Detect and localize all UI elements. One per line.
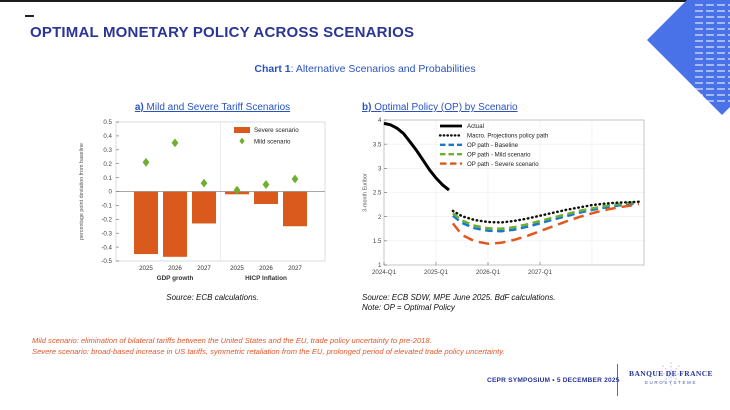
mild-scenario-note: Mild scenario: elimination of bilateral …	[32, 336, 432, 345]
svg-text:2027-Q1: 2027-Q1	[528, 269, 553, 276]
svg-text:Actual: Actual	[467, 123, 484, 130]
tariff-scenarios-bar-chart: 0.5 0.4 0.3 0.2 0.1 0 -0.1 -0.2 -0.3 -0.4 -0.5 2025…	[79, 119, 326, 282]
footer-divider	[617, 364, 618, 396]
bdf-logo-name: BANQUE DE FRANCE	[629, 369, 713, 378]
svg-text:0: 0	[109, 189, 113, 196]
svg-text:2: 2	[378, 214, 382, 221]
corner-dash	[25, 15, 34, 17]
chart-b-panel: b) Optimal Policy (OP) by Scenario 1 1.5 2…	[358, 102, 653, 313]
footer-event-label: CEPR SYMPOSIUM • 5 DECEMBER 2025	[487, 377, 620, 384]
chart-a-panel: a) Mild and Severe Tariff Scenarios 0.5 0…	[70, 102, 355, 303]
svg-text:2026: 2026	[259, 265, 273, 272]
svg-text:-0.5: -0.5	[101, 258, 112, 265]
chart-a-source: Source: ECB calculations.	[166, 293, 259, 302]
bdf-logo-subtitle: EUROSYSTÈME	[644, 380, 698, 385]
svg-text:3.5: 3.5	[373, 141, 382, 148]
scenario-notes: Mild scenario: elimination of bilateral …	[32, 335, 505, 357]
svg-text:0.2: 0.2	[103, 161, 112, 168]
svg-text:0.3: 0.3	[103, 147, 112, 154]
svg-text:2025-Q1: 2025-Q1	[424, 269, 449, 276]
svg-text:2027: 2027	[288, 265, 302, 272]
svg-text:1: 1	[378, 262, 382, 269]
svg-text:OP path - Mild scenario: OP path - Mild scenario	[467, 151, 531, 158]
svg-text:2024-Q1: 2024-Q1	[372, 269, 397, 276]
subtitle-bold: Chart 1	[254, 63, 291, 75]
svg-text:-0.1: -0.1	[101, 203, 112, 210]
svg-text:OP path - Severe scenario: OP path - Severe scenario	[467, 161, 539, 168]
chart-b-title-bold: b)	[362, 102, 372, 113]
svg-text:-0.2: -0.2	[101, 217, 112, 224]
chart-a-title-rest: Mild and Severe Tariff Scenarios	[143, 102, 291, 113]
svg-text:2027: 2027	[197, 265, 211, 272]
chart-a-title-bold: a)	[134, 102, 144, 113]
page-title: OPTIMAL MONETARY POLICY ACROSS SCENARIOS	[30, 24, 415, 41]
subtitle-rest: : Alternative Scenarios and Probabilitie…	[290, 63, 476, 75]
optimal-policy-line-chart: 1 1.5 2 2.5 3 3.5 4 2024-Q1 2025-Q1 2026-Q1 2027-Q…	[363, 117, 645, 276]
svg-text:2026: 2026	[168, 265, 182, 272]
svg-text:2025: 2025	[230, 265, 244, 272]
svg-text:-0.4: -0.4	[101, 244, 112, 251]
top-border-rule	[0, 0, 730, 2]
svg-text:percentage point deviation fro: percentage point deviation from baseline	[79, 143, 85, 240]
chart-b-note: Note: OP = Optimal Policy	[362, 303, 455, 312]
svg-text:2025: 2025	[139, 265, 153, 272]
chart-b-title: b) Optimal Policy (OP) by Scenario	[358, 102, 653, 113]
svg-text:0.1: 0.1	[103, 175, 112, 182]
svg-text:4: 4	[378, 117, 382, 124]
svg-text:2026-Q1: 2026-Q1	[476, 269, 501, 276]
svg-text:GDP growth: GDP growth	[157, 275, 194, 282]
svg-text:Severe scenario: Severe scenario	[254, 127, 299, 134]
svg-text:0.4: 0.4	[103, 133, 112, 140]
svg-text:1.5: 1.5	[373, 238, 382, 245]
chart-a-title: a) Mild and Severe Tariff Scenarios	[70, 102, 355, 113]
svg-text:0.5: 0.5	[103, 119, 112, 126]
banque-de-france-logo: BANQUE DE FRANCE EUROSYSTÈME	[628, 362, 714, 386]
svg-text:3: 3	[378, 166, 382, 173]
svg-text:Macro. Projections policy path: Macro. Projections policy path	[467, 133, 548, 140]
chart-subtitle: Chart 1: Alternative Scenarios and Proba…	[0, 63, 730, 75]
chart-b-title-rest: Optimal Policy (OP) by Scenario	[371, 102, 518, 113]
diamond-stripes-pattern	[692, 0, 730, 106]
severe-scenario-note: Severe scenario: broad-based increase in…	[32, 347, 505, 356]
svg-text:3-month Euribor: 3-month Euribor	[363, 173, 369, 212]
bdf-snowflake-icon	[659, 362, 683, 386]
svg-text:-0.3: -0.3	[101, 230, 112, 237]
svg-text:Mild scenario: Mild scenario	[254, 139, 291, 146]
svg-text:2.5: 2.5	[373, 190, 382, 197]
chart-b-source: Source: ECB SDW, MPE June 2025. BdF calc…	[362, 293, 556, 302]
bdf-diamond-logo-icon	[647, 0, 730, 115]
chart-b-source-block: Source: ECB SDW, MPE June 2025. BdF calc…	[362, 293, 653, 313]
svg-text:HICP Inflation: HICP Inflation	[245, 275, 287, 282]
svg-text:OP path - Baseline: OP path - Baseline	[467, 142, 519, 149]
